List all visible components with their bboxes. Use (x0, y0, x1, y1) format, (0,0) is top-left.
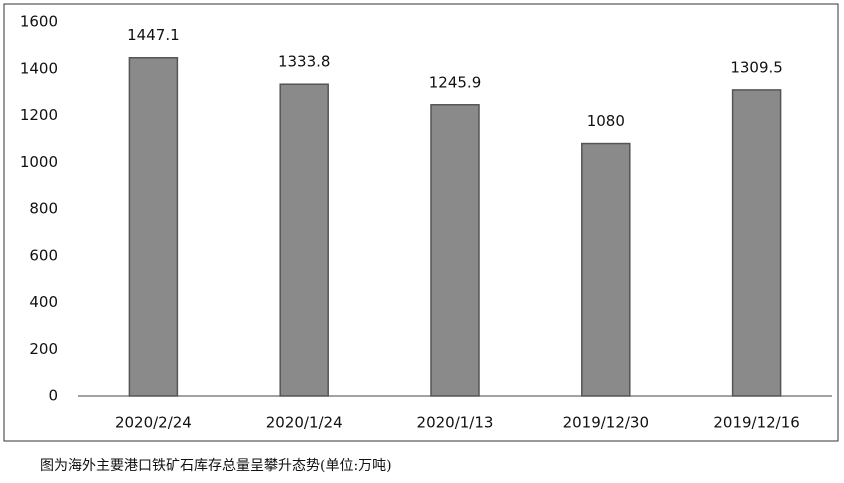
bar (731, 89, 782, 397)
y-tick-label: 1400 (20, 59, 58, 77)
value-label: 1333.8 (278, 53, 331, 71)
x-tick-label: 2019/12/16 (713, 414, 799, 432)
bar (279, 83, 329, 397)
bar (128, 56, 179, 397)
y-tick-label: 1600 (20, 13, 58, 31)
value-label: 1080 (587, 112, 625, 130)
value-label: 1245.9 (429, 73, 482, 91)
x-tick-label: 2019/12/30 (563, 414, 649, 432)
y-tick-label: 600 (29, 246, 58, 264)
value-label: 1309.5 (730, 58, 783, 76)
x-tick-label: 2020/1/13 (417, 414, 494, 432)
bar (581, 142, 631, 397)
caption: 图为海外主要港口铁矿石库存总量呈攀升态势(单位:万吨) (40, 458, 392, 474)
y-tick-label: 0 (48, 387, 58, 405)
bar (430, 104, 480, 397)
y-tick-label: 400 (29, 293, 58, 311)
x-tick-label: 2020/2/24 (115, 414, 192, 432)
x-tick-label: 2020/1/24 (266, 414, 343, 432)
y-tick-label: 1000 (20, 153, 58, 171)
y-tick-label: 200 (29, 340, 58, 358)
y-tick-label: 1200 (20, 106, 58, 124)
value-label: 1447.1 (127, 26, 180, 44)
y-tick-label: 800 (29, 200, 58, 218)
